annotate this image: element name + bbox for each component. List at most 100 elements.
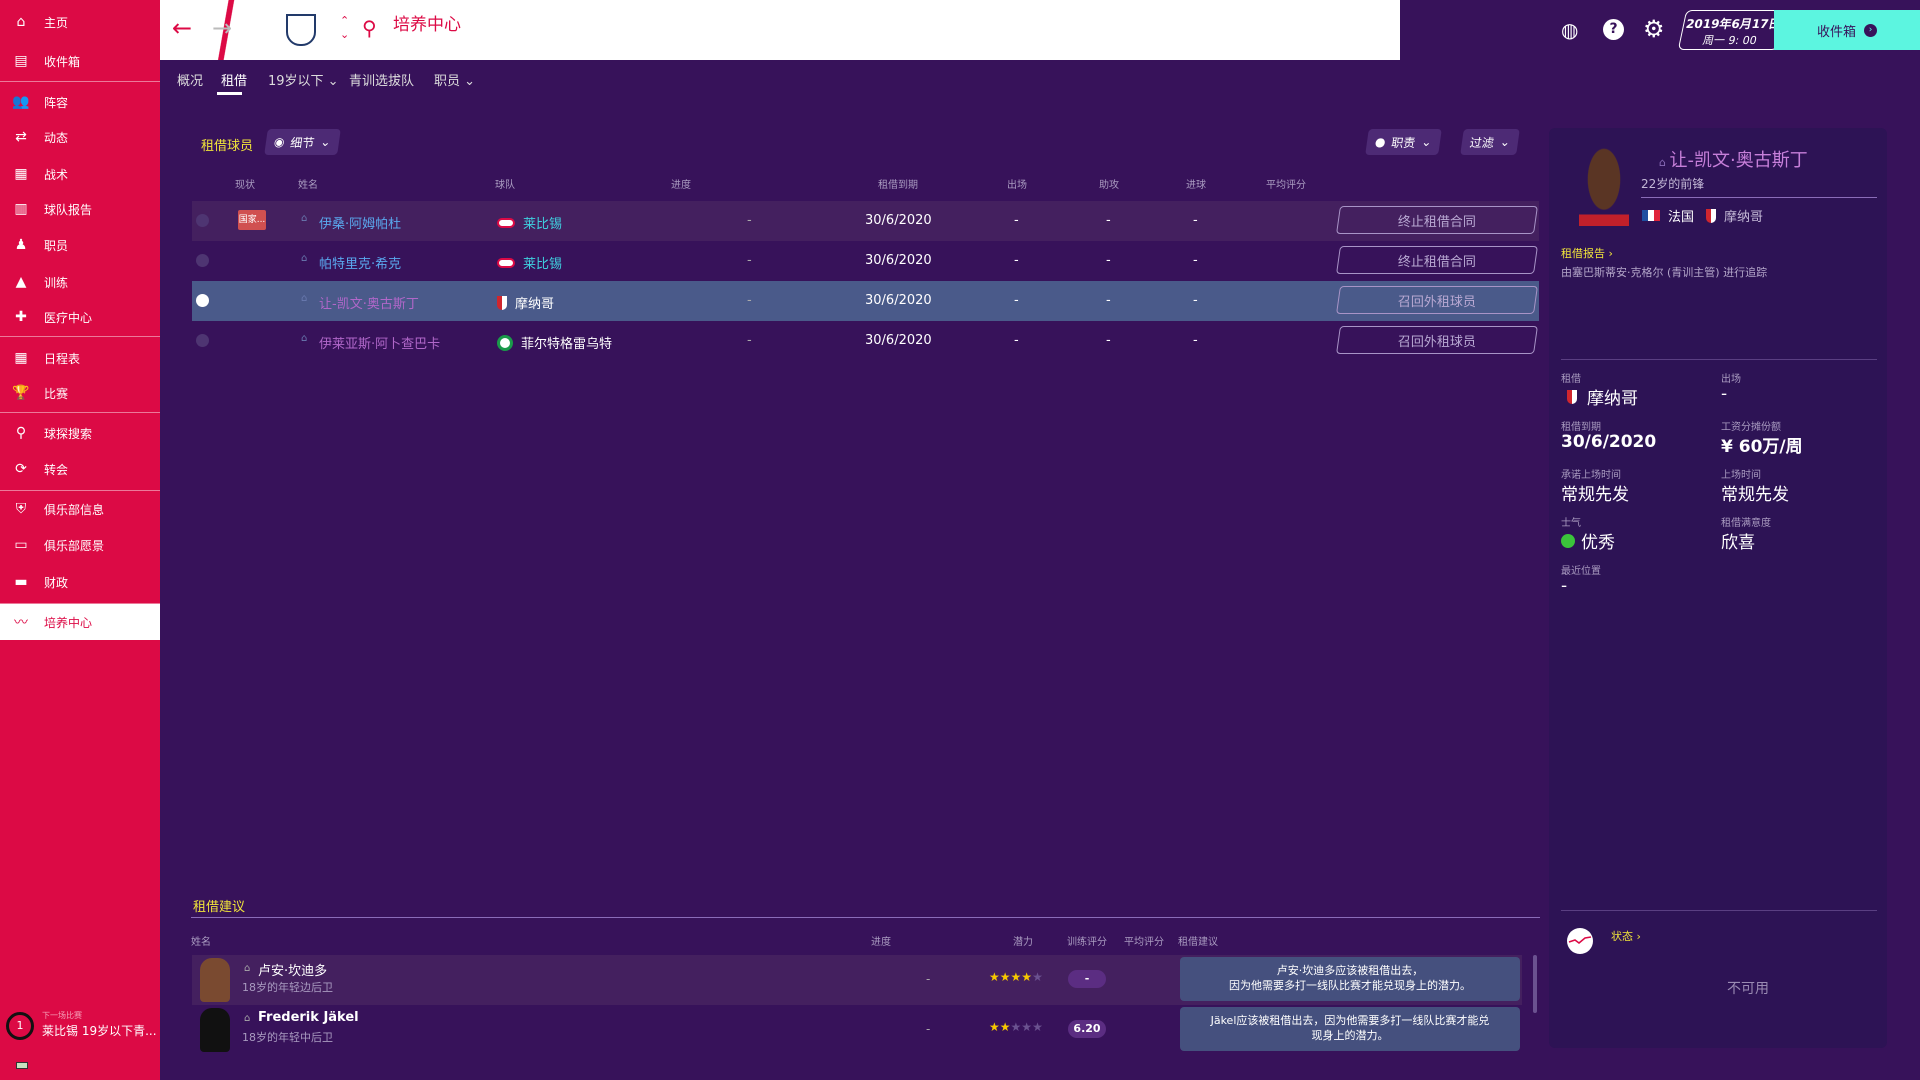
sidebar-item-label: 培养中心	[44, 615, 93, 630]
sidebar-item[interactable]: ▦ 战术	[0, 156, 160, 192]
progress: -	[926, 972, 931, 986]
tab-youth-intake[interactable]: 青训选拔队	[349, 74, 415, 89]
select-radio[interactable]	[196, 214, 209, 227]
nation[interactable]: 法国 摩纳哥	[1642, 206, 1763, 225]
col-name[interactable]: 姓名	[298, 180, 318, 191]
date-display[interactable]: 2019年6月17日 周一 9: 00	[1677, 10, 1787, 50]
tab-loans[interactable]: 租借	[221, 74, 248, 89]
table-row[interactable]: 国家... ⌂ 伊桑·阿姆帕杜 莱比锡 - 30/6/2020 - - - 终止…	[192, 201, 1539, 241]
report-text: 由塞巴斯蒂安·克格尔 (青训主管) 进行追踪	[1561, 266, 1768, 279]
assists: -	[1106, 253, 1111, 268]
player-name[interactable]: 伊桑·阿姆帕杜	[319, 217, 402, 232]
team[interactable]: 莱比锡	[497, 213, 562, 232]
player-name[interactable]: 让-凯文·奥古斯丁	[319, 297, 419, 312]
col-progress: 进度	[671, 180, 691, 191]
select-radio[interactable]	[196, 334, 209, 347]
globe-icon[interactable]: ◍	[1561, 18, 1579, 42]
switch-arrows-icon[interactable]: ⌃ ⌄	[340, 14, 350, 41]
sidebar-item-label: 比赛	[44, 386, 69, 401]
status-badge: 国家...	[238, 210, 266, 230]
sidebar-item[interactable]: ▦ 日程表	[0, 340, 160, 376]
team[interactable]: 摩纳哥	[497, 293, 554, 312]
col-advice: 租借建议	[1178, 937, 1218, 948]
filter-dropdown[interactable]: 过滤 ⌄	[1460, 129, 1520, 155]
sidebar-item[interactable]: ⇄ 动态	[0, 119, 160, 155]
training-icon: ▲	[15, 274, 27, 290]
role-dropdown[interactable]: ● 职责 ⌄	[1365, 129, 1442, 155]
view-dropdown[interactable]: ◉ 细节 ⌄	[264, 129, 341, 155]
forward-button[interactable]: →	[212, 14, 233, 42]
sidebar-item[interactable]: 〰 培养中心	[0, 604, 160, 640]
loan-report-link[interactable]: 租借报告 ›	[1561, 247, 1613, 260]
eye-icon: ◉	[273, 135, 286, 149]
tab-under-19[interactable]: 19岁以下 ⌄	[268, 74, 339, 89]
loan-action-button[interactable]: 召回外租球员	[1336, 326, 1538, 354]
player-name[interactable]: 卢安·坎迪多	[258, 964, 328, 979]
sidebar: ⌂ 主页 ▤ 收件箱 👥 阵容 ⇄ 动态 ▦ 战术 ▥ 球队报告 ♟ 职员 ▲ 训练 ✚ 医疗中心 ▦ 日程表 🏆 比赛 ⚲…	[0, 0, 160, 1080]
loan-action-button[interactable]: 终止租借合同	[1336, 246, 1538, 274]
sidebar-item[interactable]: ▥ 球队报告	[0, 191, 160, 227]
suggestion-row[interactable]: ⌂ Frederik Jäkel 18岁的年轻中后卫 - ★★★★★ 6.20 …	[192, 1005, 1522, 1055]
select-radio[interactable]	[196, 294, 209, 307]
sidebar-item[interactable]: ⚲ 球探搜索	[0, 415, 160, 451]
assists: -	[1106, 333, 1111, 348]
player-name[interactable]: ⌂ 让-凯文·奥古斯丁	[1659, 150, 1808, 171]
star-icon: ★	[999, 970, 1011, 984]
section-title: 租借球员	[201, 139, 254, 154]
loan-action-button[interactable]: 终止租借合同	[1336, 206, 1538, 234]
help-icon[interactable]: ?	[1603, 19, 1624, 40]
form-link[interactable]: 状态 ›	[1611, 930, 1641, 943]
sidebar-item-label: 动态	[44, 130, 69, 145]
tab-overview[interactable]: 概况	[177, 74, 204, 89]
star-icon: ★	[1032, 1020, 1043, 1034]
inbox-button[interactable]: 收件箱 ›	[1774, 10, 1920, 50]
loan-action-button[interactable]: 召回外租球员	[1336, 286, 1538, 314]
sidebar-item[interactable]: ♟ 职员	[0, 227, 160, 263]
table-row[interactable]: ⌂ 帕特里克·希克 莱比锡 - 30/6/2020 - - - 终止租借合同	[192, 241, 1539, 281]
player-name[interactable]: 帕特里克·希克	[319, 257, 402, 272]
col-team[interactable]: 球队	[495, 180, 515, 191]
dynamics-icon: ⇄	[15, 129, 27, 145]
select-radio[interactable]	[196, 254, 209, 267]
sidebar-item[interactable]: ⌂ 主页	[0, 4, 160, 40]
player-photo	[200, 958, 230, 1002]
person-icon: ⌂	[301, 293, 308, 304]
sidebar-item[interactable]: 🏆 比赛	[0, 375, 160, 411]
sidebar-item[interactable]: ⟳ 转会	[0, 451, 160, 487]
sidebar-item[interactable]: ▤ 收件箱	[0, 43, 160, 79]
scrollbar[interactable]	[1533, 955, 1537, 1013]
tab-staff[interactable]: 职员 ⌄	[434, 74, 476, 89]
progress: -	[747, 333, 752, 348]
monaco-crest-icon	[497, 295, 507, 310]
sidebar-item[interactable]: ▲ 训练	[0, 264, 160, 300]
table-row[interactable]: ⌂ 伊莱亚斯·阿卜查巴卡 菲尔特格雷乌特 - 30/6/2020 - - - 召…	[192, 321, 1539, 361]
col-goals: 进球	[1186, 180, 1206, 191]
team[interactable]: 菲尔特格雷乌特	[497, 333, 612, 352]
star-icon: ★	[1021, 1020, 1033, 1034]
assists: -	[1106, 213, 1111, 228]
club-logo[interactable]	[286, 14, 316, 46]
progress: -	[747, 213, 752, 228]
player-photo	[1579, 148, 1629, 226]
sidebar-item[interactable]: ▬ 财政	[0, 564, 160, 600]
settings-icon[interactable]: ⚙	[1643, 15, 1665, 43]
player-name[interactable]: 伊莱亚斯·阿卜查巴卡	[319, 337, 441, 352]
sidebar-item[interactable]: 👥 阵容	[0, 84, 160, 120]
sidebar-item[interactable]: ✚ 医疗中心	[0, 299, 160, 335]
france-flag-icon	[1642, 210, 1660, 221]
sidebar-item[interactable]: ⛨ 俱乐部信息	[0, 491, 160, 527]
form-unavailable: 不可用	[1727, 981, 1769, 997]
progress: -	[747, 293, 752, 308]
team[interactable]: 莱比锡	[497, 253, 562, 272]
sidebar-item[interactable]: ▭ 俱乐部愿景	[0, 527, 160, 563]
next-match[interactable]: 1 下一场比赛 莱比锡 19岁以下青...	[6, 1010, 160, 1050]
player-name[interactable]: Frederik Jäkel	[258, 1010, 359, 1025]
search-icon[interactable]: ⚲	[362, 16, 377, 40]
apps: -	[1014, 293, 1019, 308]
monaco-crest-icon	[1706, 208, 1717, 223]
goals: -	[1193, 293, 1198, 308]
table-row[interactable]: ⌂ 让-凯文·奥古斯丁 摩纳哥 - 30/6/2020 - - - 召回外租球员	[192, 281, 1539, 321]
back-button[interactable]: ←	[172, 14, 193, 42]
person-icon: ⌂	[301, 253, 308, 264]
suggestion-row[interactable]: ⌂ 卢安·坎迪多 18岁的年轻边后卫 - ★★★★★ - 卢安·坎迪多应该被租借…	[192, 955, 1522, 1005]
